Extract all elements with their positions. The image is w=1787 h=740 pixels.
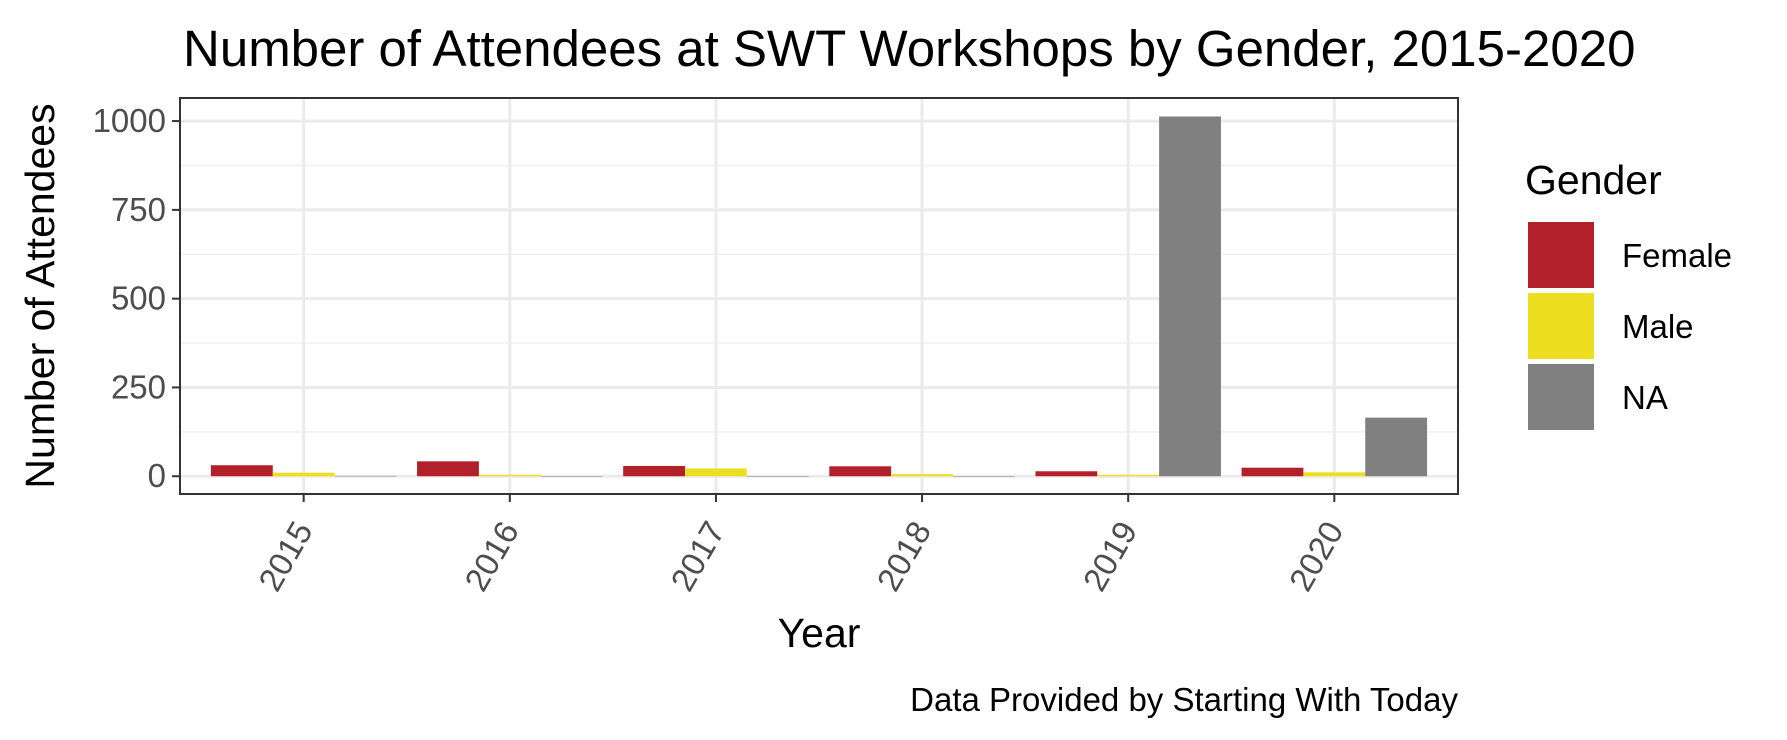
chart-title: Number of Attendees at SWT Workshops by … [183,20,1635,77]
y-axis-title: Number of Attendees [17,103,63,488]
legend-key-na [1528,364,1594,430]
bar-na-2018 [952,476,1015,477]
x-tick-label: 2019 [1076,515,1145,597]
bar-female-2017 [623,465,686,477]
bar-na-2017 [746,476,809,477]
x-tick-label: 2020 [1282,515,1351,597]
caption: Data Provided by Starting With Today [910,681,1458,718]
bar-male-2017 [685,468,747,477]
x-tick-label: 2016 [457,515,526,597]
legend-title: Gender [1525,157,1662,203]
bar-male-2016 [478,474,541,477]
bar-na-2015 [334,475,397,477]
x-tick-label: 2017 [663,515,732,597]
bar-na-2016 [540,476,603,477]
legend-label-na: NA [1622,379,1668,416]
bar-na-2020 [1365,417,1428,477]
x-tick-label: 2015 [251,515,320,597]
legend: Gender Female Male NA [1525,157,1732,430]
panel-background [180,98,1458,494]
y-tick-label: 250 [111,368,166,405]
legend-key-female [1528,222,1594,288]
legend-key-male [1528,293,1594,359]
bar-female-2015 [210,465,273,477]
bar-male-2020 [1303,472,1366,477]
legend-label-female: Female [1622,237,1732,274]
y-tick-label: 500 [111,280,166,317]
legend-label-male: Male [1622,308,1694,345]
bars [210,116,1428,477]
x-axis-title: Year [778,610,861,656]
y-axis: 0 250 500 750 1000 [93,102,180,494]
bar-male-2018 [891,474,953,477]
bar-na-2019 [1159,116,1221,477]
bar-female-2020 [1241,467,1304,477]
bar-female-2019 [1035,471,1098,477]
y-tick-label: 1000 [93,102,166,139]
bar-male-2019 [1097,474,1160,477]
bar-female-2018 [829,466,892,477]
x-axis: 2015 2016 2017 2018 2019 2020 [251,494,1350,597]
bar-male-2015 [272,472,335,477]
plot-panel [179,97,1459,495]
bar-female-2016 [417,461,479,477]
x-tick-label: 2018 [869,515,938,597]
y-tick-label: 0 [148,457,166,494]
y-tick-label: 750 [111,191,166,228]
panel-border [179,97,1459,495]
grid-lines [180,98,1458,494]
